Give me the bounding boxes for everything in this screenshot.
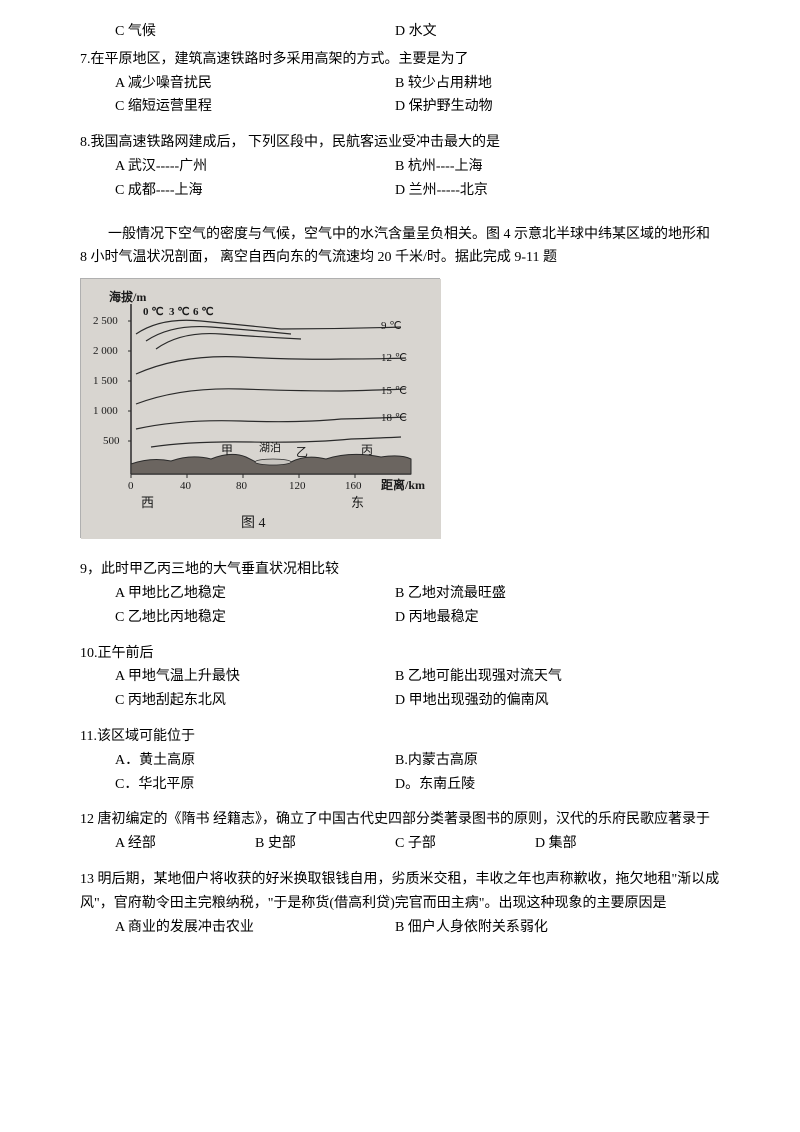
svg-text:1 500: 1 500 xyxy=(93,375,118,387)
q12-option-c: C 子部 xyxy=(395,832,535,856)
q13-stem: 13 明后期，某地佃户将收获的好米换取银钱自用，劣质米交租，丰收之年也声称歉收，… xyxy=(80,868,720,916)
svg-text:图 4: 图 4 xyxy=(241,516,266,531)
question-9: 9，此时甲乙丙三地的大气垂直状况相比较 A 甲地比乙地稳定 B 乙地对流最旺盛 … xyxy=(80,558,720,629)
q8-stem: 8.我国高速铁路网建成后， 下列区段中，民航客运业受冲击最大的是 xyxy=(80,131,720,155)
svg-text:3 ℃: 3 ℃ xyxy=(169,306,190,318)
q10-option-b: B 乙地可能出现强对流天气 xyxy=(395,665,720,689)
question-13: 13 明后期，某地佃户将收获的好米换取银钱自用，劣质米交租，丰收之年也声称歉收，… xyxy=(80,868,720,939)
svg-text:9 ℃: 9 ℃ xyxy=(381,320,402,332)
q11-option-c: C．华北平原 xyxy=(115,773,395,797)
svg-text:2 000: 2 000 xyxy=(93,345,118,357)
svg-text:甲: 甲 xyxy=(221,443,233,457)
q7-option-b: B 较少占用耕地 xyxy=(395,72,720,96)
svg-text:2 500: 2 500 xyxy=(93,315,118,327)
svg-text:乙: 乙 xyxy=(296,445,308,459)
question-7: 7.在平原地区，建筑高速铁路时多采用高架的方式。主要是为了 A 减少噪音扰民 B… xyxy=(80,48,720,119)
svg-text:1 000: 1 000 xyxy=(93,405,118,417)
question-8: 8.我国高速铁路网建成后， 下列区段中，民航客运业受冲击最大的是 A 武汉---… xyxy=(80,131,720,202)
q13-option-a: A 商业的发展冲击农业 xyxy=(115,916,395,940)
q8-option-c: C 成都----上海 xyxy=(115,179,395,203)
q12-option-d: D 集部 xyxy=(535,832,675,856)
q7-option-c: C 缩短运营里程 xyxy=(115,95,395,119)
q9-option-d: D 丙地最稳定 xyxy=(395,606,720,630)
svg-text:0: 0 xyxy=(128,480,134,492)
q8-option-b: B 杭州----上海 xyxy=(395,155,720,179)
q10-stem: 10.正午前后 xyxy=(80,642,720,666)
q6-option-c: C 气候 xyxy=(115,20,395,44)
svg-text:0 ℃: 0 ℃ xyxy=(143,306,164,318)
svg-text:6 ℃: 6 ℃ xyxy=(193,306,214,318)
q11-option-a: A．黄土高原 xyxy=(115,749,395,773)
q13-option-b: B 佃户人身依附关系弱化 xyxy=(395,916,720,940)
svg-text:18 ℃: 18 ℃ xyxy=(381,412,407,424)
svg-text:西: 西 xyxy=(141,495,154,510)
svg-text:丙: 丙 xyxy=(361,443,373,457)
q10-option-d: D 甲地出现强劲的偏南风 xyxy=(395,689,720,713)
svg-text:湖泊: 湖泊 xyxy=(259,441,281,454)
svg-text:160: 160 xyxy=(345,480,362,492)
q8-option-d: D 兰州-----北京 xyxy=(395,179,720,203)
q10-option-a: A 甲地气温上升最快 xyxy=(115,665,395,689)
q12-option-a: A 经部 xyxy=(115,832,255,856)
question-12: 12 唐初编定的《隋书 经籍志》，确立了中国古代史四部分类著录图书的原则，汉代的… xyxy=(80,808,720,856)
q9-option-b: B 乙地对流最旺盛 xyxy=(395,582,720,606)
question-11: 11.该区域可能位于 A．黄土高原 B.内蒙古高原 C．华北平原 D。东南丘陵 xyxy=(80,725,720,796)
q12-stem: 12 唐初编定的《隋书 经籍志》，确立了中国古代史四部分类著录图书的原则，汉代的… xyxy=(80,808,720,832)
svg-text:距离/km: 距离/km xyxy=(381,477,425,492)
q10-option-c: C 丙地刮起东北风 xyxy=(115,689,395,713)
q7-option-d: D 保护野生动物 xyxy=(395,95,720,119)
q8-option-a: A 武汉-----广州 xyxy=(115,155,395,179)
svg-text:500: 500 xyxy=(103,435,120,447)
svg-text:80: 80 xyxy=(236,480,248,492)
q9-stem: 9，此时甲乙丙三地的大气垂直状况相比较 xyxy=(80,558,720,582)
q11-stem: 11.该区域可能位于 xyxy=(80,725,720,749)
q9-option-a: A 甲地比乙地稳定 xyxy=(115,582,395,606)
q7-stem: 7.在平原地区，建筑高速铁路时多采用高架的方式。主要是为了 xyxy=(80,48,720,72)
q12-option-b: B 史部 xyxy=(255,832,395,856)
question-10: 10.正午前后 A 甲地气温上升最快 B 乙地可能出现强对流天气 C 丙地刮起东… xyxy=(80,642,720,713)
fig-ylabel: 海拔/m xyxy=(109,289,146,304)
q11-option-b: B.内蒙古高原 xyxy=(395,749,720,773)
svg-text:120: 120 xyxy=(289,480,306,492)
q9-option-c: C 乙地比丙地稳定 xyxy=(115,606,395,630)
svg-text:15 ℃: 15 ℃ xyxy=(381,385,407,397)
figure-4: 海拔/m 2 500 2 000 1 500 1 000 500 0 40 80… xyxy=(80,278,440,538)
q6-option-d: D 水文 xyxy=(395,20,720,44)
q7-option-a: A 减少噪音扰民 xyxy=(115,72,395,96)
svg-text:东: 东 xyxy=(351,495,364,510)
q6-options-row2: C 气候 D 水文 xyxy=(80,20,720,44)
svg-text:40: 40 xyxy=(180,480,192,492)
passage-fig4: 一般情况下空气的密度与气候，空气中的水汽含量呈负相关。图 4 示意北半球中纬某区… xyxy=(80,223,720,271)
q11-option-d: D。东南丘陵 xyxy=(395,773,720,797)
svg-text:12 ℃: 12 ℃ xyxy=(381,352,407,364)
